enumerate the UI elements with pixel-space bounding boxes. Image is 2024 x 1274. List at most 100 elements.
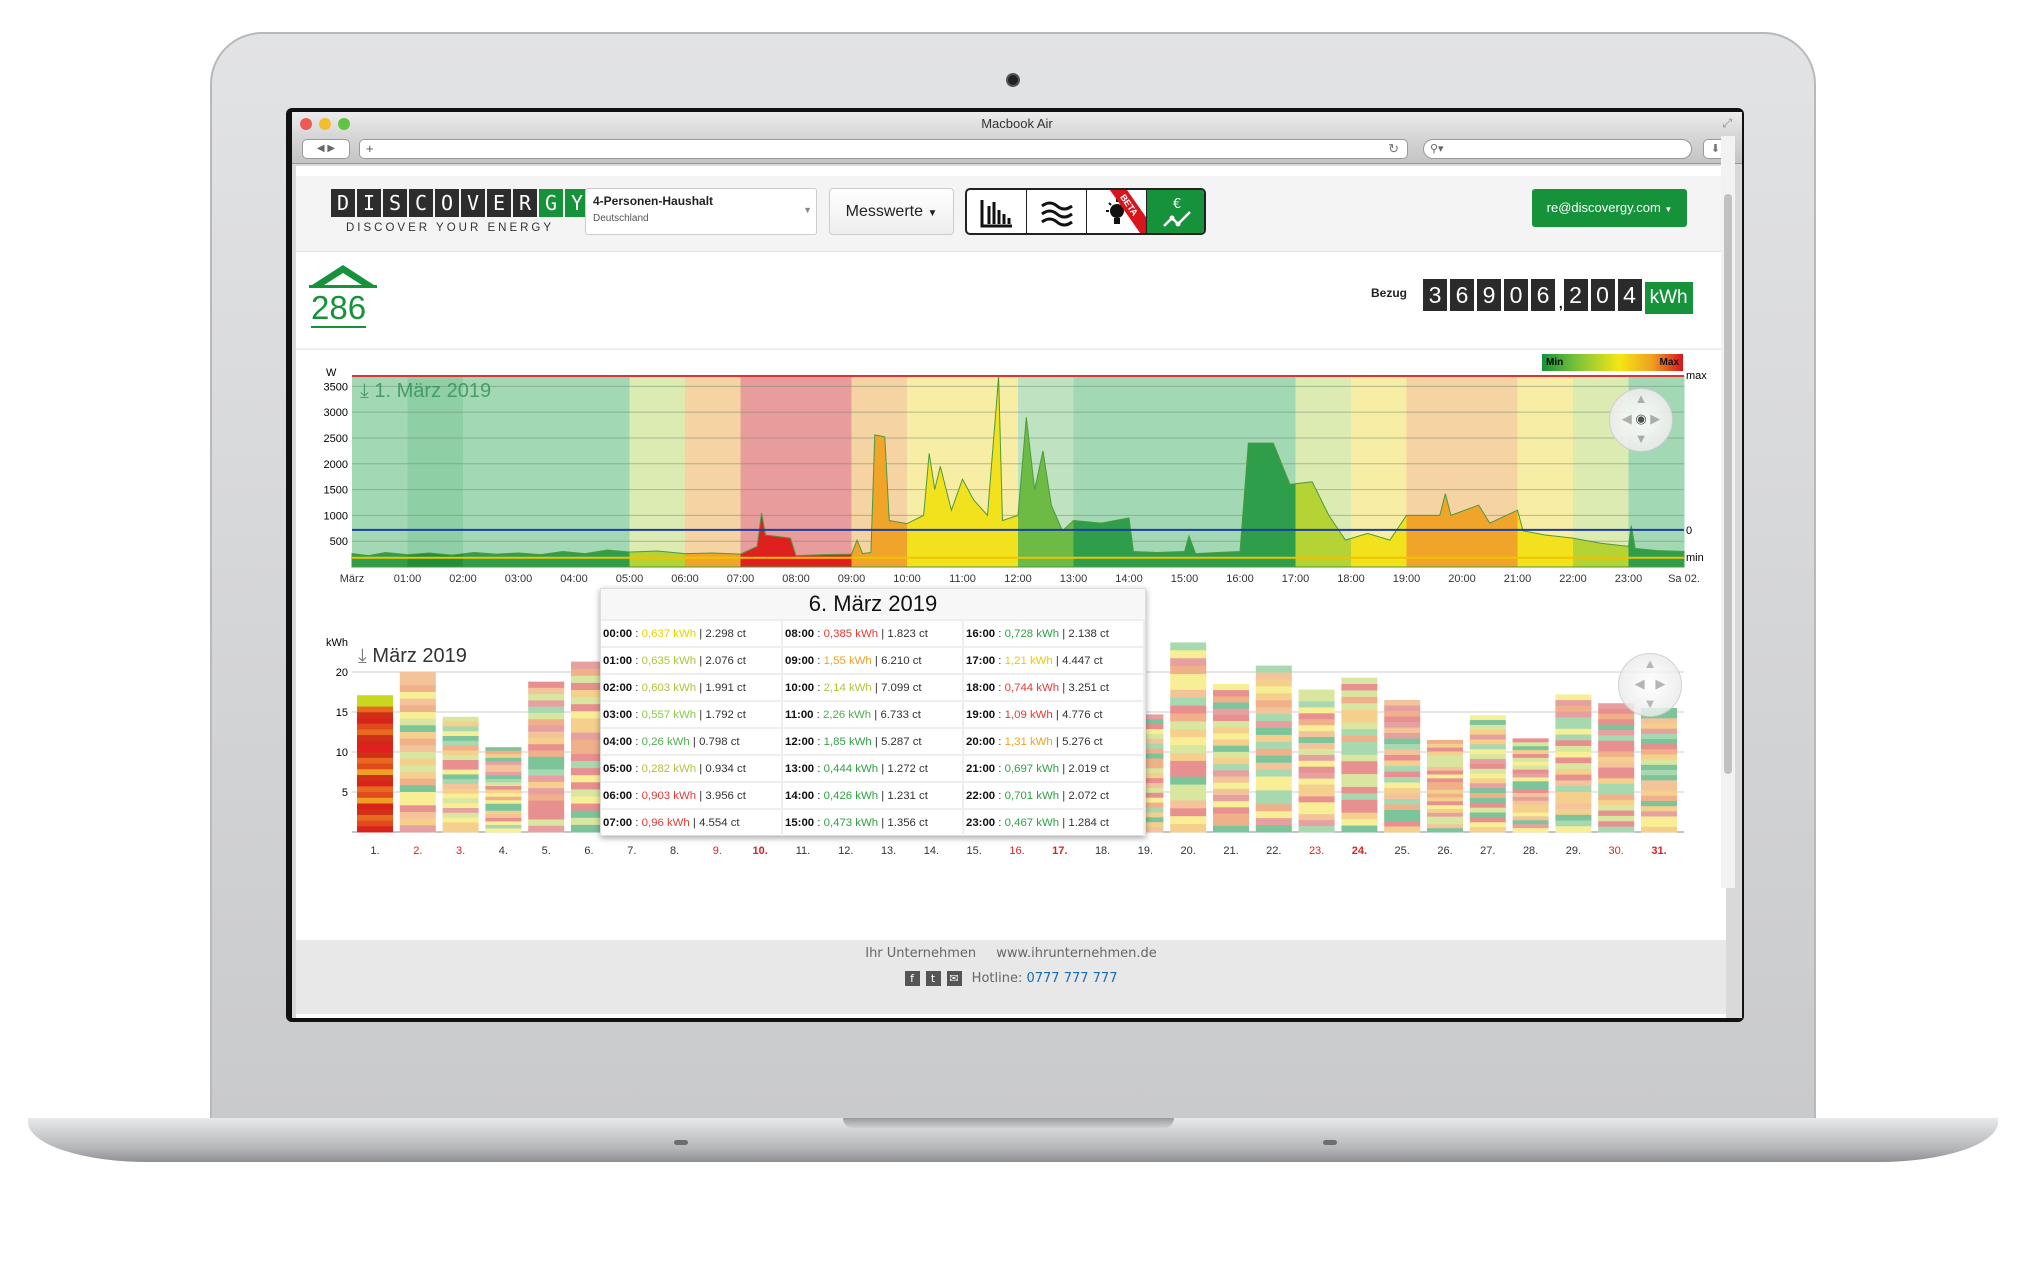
bar-segment bbox=[1555, 757, 1592, 764]
bar-segment bbox=[1298, 731, 1335, 738]
min-max-legend: Min Max bbox=[1542, 354, 1683, 371]
x-tick-label: 14:00 bbox=[1115, 573, 1143, 585]
search-field[interactable]: ⚲▾ bbox=[1423, 139, 1692, 159]
day-pan-control[interactable]: ▲ ◀ ◉ ▶ ▼ bbox=[1609, 388, 1673, 452]
bar-segment bbox=[485, 768, 522, 773]
bar-segment bbox=[1469, 715, 1506, 721]
footer-website[interactable]: www.ihrunternehmen.de bbox=[996, 946, 1157, 961]
bar-segment bbox=[1341, 819, 1378, 826]
bar-segment bbox=[1255, 776, 1292, 784]
month-pan-control[interactable]: ▲ ◀ ▶ ▼ bbox=[1618, 653, 1682, 717]
footer-company: Ihr Unternehmen bbox=[865, 946, 977, 961]
x-tick-label: 16. bbox=[1009, 845, 1024, 857]
legend-min: Min bbox=[1546, 357, 1564, 368]
household-select[interactable]: 4-Personen-Haushalt Deutschland ▼ bbox=[585, 188, 817, 235]
bar-segment bbox=[571, 732, 607, 741]
bar-segment bbox=[1598, 735, 1635, 742]
reload-icon[interactable]: ↻ bbox=[1388, 141, 1399, 156]
scrollbar-thumb[interactable] bbox=[1724, 194, 1732, 774]
bar-segment bbox=[571, 796, 607, 804]
bar-segment bbox=[1555, 780, 1592, 787]
bar-segment bbox=[485, 817, 522, 822]
bar-segment bbox=[1512, 746, 1549, 751]
x-tick-label: 22. bbox=[1266, 845, 1281, 857]
counter-digit: 2 bbox=[1563, 279, 1588, 311]
tooltip-entry: 13:00 : 0,444 kWh | 1.272 ct bbox=[782, 754, 964, 782]
bar-segment bbox=[442, 784, 479, 790]
bar-segment bbox=[1384, 705, 1421, 712]
facebook-icon[interactable]: f bbox=[904, 971, 920, 986]
bar-segment bbox=[1512, 812, 1549, 817]
bar-segment bbox=[1469, 724, 1506, 731]
tooltip-entry: 01:00 : 0,635 kWh | 2.076 ct bbox=[601, 646, 783, 674]
x-tick-label: 16:00 bbox=[1226, 573, 1254, 585]
lightbulb-icon[interactable]: BETA bbox=[1087, 190, 1147, 233]
bar-segment bbox=[1469, 822, 1506, 828]
bar-segment bbox=[1555, 717, 1592, 724]
day-bar bbox=[1213, 684, 1249, 833]
mail-icon[interactable]: ✉ bbox=[946, 971, 962, 986]
entry-cost: 1.284 ct bbox=[1068, 817, 1109, 829]
scrollbar[interactable] bbox=[1721, 136, 1735, 888]
entry-kwh: 0,728 kWh bbox=[1004, 627, 1060, 640]
bar-segment bbox=[1213, 751, 1249, 759]
bar-segment bbox=[1341, 825, 1378, 833]
day-bar bbox=[485, 747, 522, 833]
bar-segment bbox=[399, 765, 436, 773]
bar-segment bbox=[1555, 711, 1592, 718]
close-window-button[interactable] bbox=[300, 118, 312, 130]
tooltip-entry: 11:00 : 2,26 kWh | 6.733 ct bbox=[782, 700, 964, 728]
bar-segment bbox=[442, 731, 479, 737]
day-power-chart[interactable]: 500 1000 1500 2000 2500 3000 3500 März 01:00 02:0… bbox=[324, 375, 1700, 585]
bar-segment bbox=[1213, 776, 1249, 784]
bar-segment bbox=[1170, 729, 1207, 738]
bar-segment bbox=[1213, 788, 1249, 796]
messwerte-dropdown[interactable]: Messwerte ▼ bbox=[829, 188, 954, 235]
bar-segment bbox=[399, 698, 436, 706]
bar-segment bbox=[1341, 812, 1378, 820]
bar-segment bbox=[1298, 743, 1335, 750]
download-icon[interactable]: ⤓ bbox=[360, 380, 369, 402]
bar-segment bbox=[485, 764, 522, 769]
user-menu-button[interactable]: re@discovergy.com ▼ bbox=[1532, 189, 1687, 227]
center-icon[interactable]: ◉ bbox=[1635, 411, 1647, 426]
bar-segment bbox=[1555, 820, 1592, 827]
waves-icon[interactable] bbox=[1027, 190, 1087, 233]
bar-segment bbox=[1555, 797, 1592, 804]
bar-segment bbox=[1555, 705, 1592, 712]
meter-id[interactable]: 286 bbox=[311, 289, 367, 328]
bar-segment bbox=[1170, 705, 1207, 714]
x-tick-label: 4. bbox=[499, 845, 508, 857]
twitter-icon[interactable]: t bbox=[925, 971, 941, 986]
bar-segment bbox=[1641, 801, 1677, 807]
bar-segment bbox=[1598, 746, 1635, 752]
bar-segment bbox=[1170, 816, 1207, 825]
x-tick-label: 05:00 bbox=[616, 573, 644, 585]
fullscreen-icon[interactable]: ⤢ bbox=[1722, 116, 1732, 130]
entry-time: 10:00 bbox=[785, 681, 815, 694]
bar-segment bbox=[1512, 804, 1549, 809]
bar-segment bbox=[357, 700, 393, 707]
bar-chart-icon[interactable] bbox=[967, 190, 1027, 233]
bar-segment bbox=[1427, 809, 1463, 814]
logo-letter: I bbox=[357, 189, 381, 217]
back-forward-buttons[interactable]: ◀ ▶ bbox=[302, 139, 350, 159]
logo-letter: C bbox=[409, 189, 433, 217]
bar-segment bbox=[1598, 751, 1635, 758]
euro-curve-icon[interactable]: € bbox=[1147, 190, 1204, 233]
bar-segment bbox=[357, 769, 393, 776]
maximize-window-button[interactable] bbox=[338, 118, 350, 130]
hotline-number[interactable]: 0777 777 777 bbox=[1026, 971, 1118, 986]
address-bar[interactable]: + ↻ bbox=[359, 139, 1408, 159]
bar-segment bbox=[1427, 747, 1463, 752]
bar-segment bbox=[1298, 707, 1335, 714]
window-title: Macbook Air bbox=[981, 116, 1053, 131]
entry-cost: 6.733 ct bbox=[880, 708, 921, 721]
day-bar bbox=[399, 672, 436, 833]
entry-cost: 4.776 ct bbox=[1062, 708, 1103, 721]
minimize-window-button[interactable] bbox=[319, 118, 331, 130]
tooltip-entry: 18:00 : 0,744 kWh | 3.251 ct bbox=[963, 673, 1145, 701]
download-icon[interactable]: ⤓ bbox=[358, 645, 367, 667]
bar-segment bbox=[442, 812, 479, 818]
bar-segment bbox=[442, 817, 479, 823]
